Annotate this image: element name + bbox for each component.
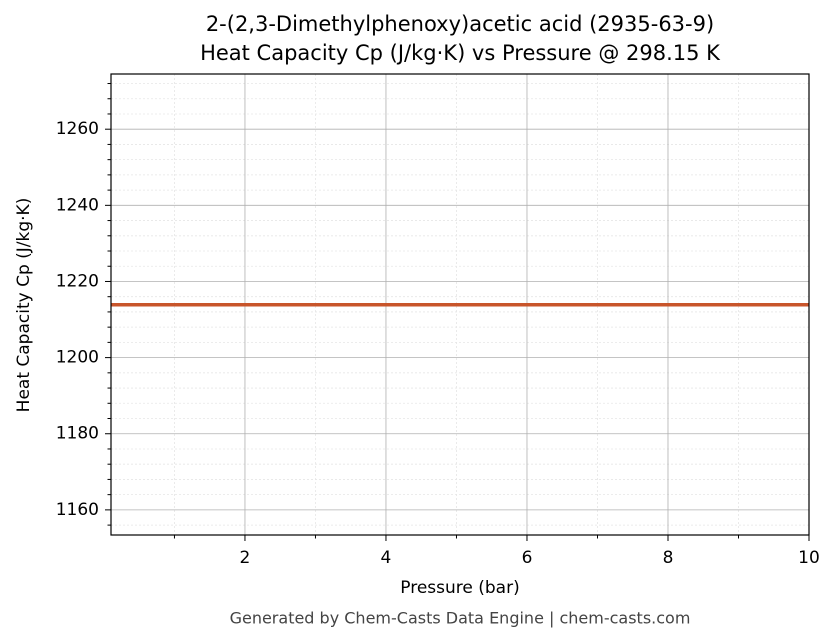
x-tick-label: 4	[381, 548, 392, 568]
y-tick-label: 1240	[56, 195, 99, 215]
y-tick-label: 1160	[56, 500, 99, 520]
x-tick-label: 2	[240, 548, 251, 568]
footer: Generated by Chem-Casts Data Engine | ch…	[230, 609, 691, 628]
y-tick-label: 1180	[56, 424, 99, 444]
x-tick-label: 8	[663, 548, 674, 568]
y-tick-label: 1260	[56, 119, 99, 139]
y-axis-label: Heat Capacity Cp (J/kg·K)	[14, 198, 34, 413]
y-tick-label: 1200	[56, 348, 99, 368]
y-tick-label: 1220	[56, 271, 99, 291]
x-tick-label: 6	[522, 548, 533, 568]
chart-subtitle: Heat Capacity Cp (J/kg·K) vs Pressure @ …	[200, 41, 721, 65]
x-axis-label: Pressure (bar)	[400, 578, 519, 598]
chart-title: 2-(2,3-Dimethylphenoxy)acetic acid (2935…	[206, 12, 714, 36]
x-tick-label: 10	[798, 548, 820, 568]
plot-frame	[110, 73, 810, 536]
